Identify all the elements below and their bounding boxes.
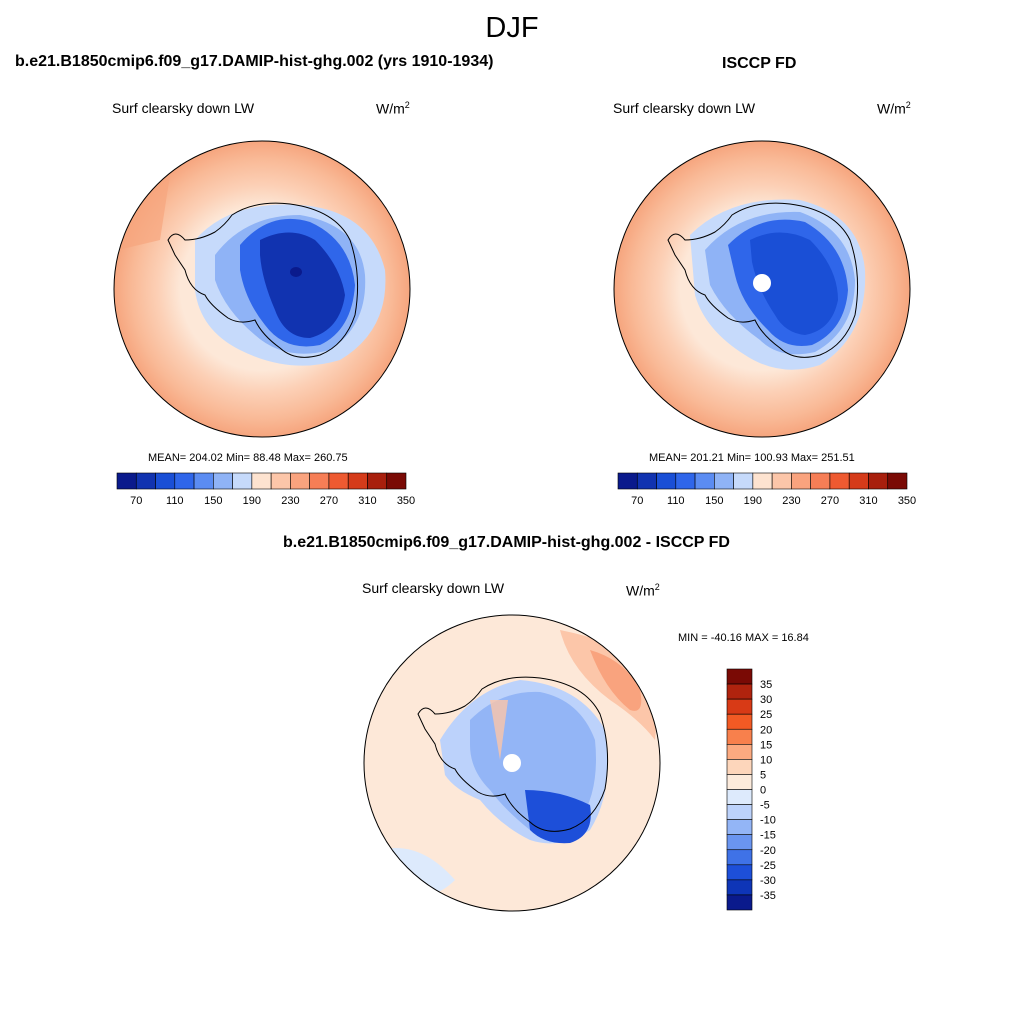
cbar1-tick-label: 310 [358, 495, 376, 507]
cbar3-tick-label: 20 [760, 724, 772, 736]
cbar3-tick-label: -25 [760, 860, 776, 872]
cbar1-swatch-7 [251, 472, 272, 490]
cbar1-tick-label: 150 [204, 495, 222, 507]
cbar2-tick-label: 70 [631, 495, 643, 507]
panel1-title: b.e21.B1850cmip6.f09_g17.DAMIP-hist-ghg.… [15, 53, 494, 70]
cbar2-tick-label: 230 [782, 495, 800, 507]
cbar3-tick-label: 15 [760, 739, 772, 751]
cbar1-swatch-6 [232, 472, 253, 490]
panel2-stats: MEAN= 201.21 Min= 100.93 Max= 251.51 [649, 452, 855, 464]
cbar2-tick-label: 150 [705, 495, 723, 507]
cbar3-swatch-0 [726, 668, 753, 685]
cbar1-swatch-3 [174, 472, 195, 490]
cbar1-swatch-14 [386, 472, 407, 490]
panel3-colorbar: 35 30 25 20 15 10 5 0 -5 -10 -15 -20 -25 -30 -35 [726, 668, 776, 911]
cbar2-swatch-8 [771, 472, 792, 490]
cbar1-swatch-4 [193, 472, 214, 490]
panel3-units: W/m2 [626, 582, 660, 599]
cbar1-swatch-11 [328, 472, 349, 490]
cbar3-swatch-10 [726, 819, 753, 835]
panel3-map [363, 614, 661, 912]
panel2-units: W/m2 [877, 100, 911, 117]
cbar2-swatch-13 [868, 472, 889, 490]
cbar3-tick-label: 5 [760, 769, 766, 781]
panel1-colorbar: 70 110 150 190 230 270 310 350 [116, 472, 415, 507]
cbar1-swatch-8 [270, 472, 291, 490]
cbar2-tick-label: 310 [859, 495, 877, 507]
cbar3-tick-label: 30 [760, 694, 772, 706]
cbar2-tick-label: 190 [744, 495, 762, 507]
cbar2-swatch-10 [810, 472, 831, 490]
cbar1-swatch-5 [213, 472, 233, 490]
cbar3-tick-label: -5 [760, 800, 770, 812]
cbar2-swatch-2 [656, 472, 677, 490]
cbar3-swatch-14 [726, 879, 753, 896]
season-title: DJF [485, 12, 539, 44]
panel1-map [113, 140, 411, 438]
panel3-stats: MIN = -40.16 MAX = 16.84 [678, 632, 809, 644]
cbar3-swatch-11 [726, 834, 753, 851]
cbar2-swatch-6 [733, 472, 754, 490]
cbar1-swatch-13 [367, 472, 388, 490]
cbar3-tick-label: 35 [760, 679, 772, 691]
panel3-variable-label: Surf clearsky down LW [362, 580, 505, 596]
panel2-title: ISCCP FD [722, 55, 797, 72]
cbar2-swatch-3 [675, 472, 696, 490]
cbar3-swatch-5 [726, 744, 753, 760]
cbar1-swatch-10 [309, 472, 330, 490]
cbar3-swatch-4 [726, 728, 753, 745]
cbar3-swatch-15 [726, 894, 753, 911]
cbar2-swatch-12 [848, 472, 869, 490]
cbar3-swatch-12 [726, 849, 753, 866]
cbar2-swatch-0 [617, 472, 638, 490]
cbar3-swatch-3 [726, 713, 753, 730]
cbar2-swatch-9 [791, 472, 811, 490]
panel1-variable-label: Surf clearsky down LW [112, 100, 255, 116]
cbar3-tick-label: 25 [760, 709, 772, 721]
cbar3-swatch-13 [726, 864, 753, 881]
panel1-stats: MEAN= 204.02 Min= 88.48 Max= 260.75 [148, 452, 348, 464]
cbar1-tick-label: 270 [320, 495, 338, 507]
cbar1-swatch-2 [155, 472, 176, 490]
cbar2-swatch-4 [694, 472, 715, 490]
cbar1-tick-label: 230 [281, 495, 299, 507]
cbar3-tick-label: -35 [760, 890, 776, 902]
cbar2-swatch-1 [636, 472, 657, 490]
cbar1-tick-label: 70 [130, 495, 142, 507]
cbar3-swatch-7 [726, 774, 753, 790]
cbar1-swatch-12 [347, 472, 368, 490]
cbar2-swatch-11 [829, 472, 850, 490]
panel2-map [613, 140, 911, 438]
cbar3-tick-label: -20 [760, 845, 776, 857]
cbar2-swatch-14 [887, 472, 908, 490]
cbar3-tick-label: -10 [760, 815, 776, 827]
cbar3-swatch-8 [726, 789, 753, 805]
cbar3-tick-label: 0 [760, 785, 766, 797]
cbar1-tick-label: 110 [166, 495, 184, 507]
cbar2-swatch-5 [714, 472, 734, 490]
cbar2-tick-label: 270 [821, 495, 839, 507]
cbar2-swatch-7 [752, 472, 773, 490]
panel2-colorbar: 70 110 150 190 230 270 310 350 [617, 472, 916, 507]
cbar1-swatch-9 [290, 472, 310, 490]
cbar1-swatch-0 [116, 472, 137, 490]
cbar2-tick-label: 110 [667, 495, 685, 507]
cbar3-tick-label: -30 [760, 875, 776, 887]
cbar3-tick-label: -15 [760, 830, 776, 842]
cbar3-swatch-6 [726, 759, 753, 775]
cbar3-tick-label: 10 [760, 754, 772, 766]
cbar1-tick-label: 350 [397, 495, 415, 507]
cbar3-swatch-9 [726, 804, 753, 820]
cbar1-tick-label: 190 [243, 495, 261, 507]
cbar3-swatch-1 [726, 683, 753, 700]
cbar1-swatch-1 [135, 472, 156, 490]
panel3-title: b.e21.B1850cmip6.f09_g17.DAMIP-hist-ghg.… [283, 534, 730, 551]
cbar3-swatch-2 [726, 698, 753, 715]
panel2-variable-label: Surf clearsky down LW [613, 100, 756, 116]
cbar2-tick-label: 350 [898, 495, 916, 507]
panel1-units: W/m2 [376, 100, 410, 117]
